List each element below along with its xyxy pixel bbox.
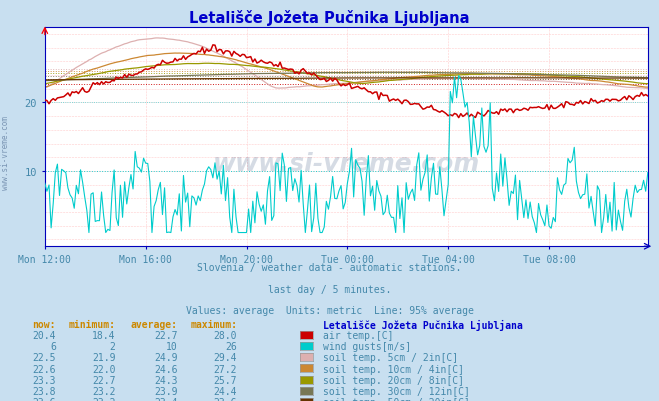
Text: soil temp. 5cm / 2in[C]: soil temp. 5cm / 2in[C] [323, 352, 458, 363]
Text: 23.3: 23.3 [32, 375, 56, 385]
Text: average:: average: [131, 319, 178, 329]
Text: Slovenia / weather data - automatic stations.: Slovenia / weather data - automatic stat… [197, 263, 462, 273]
Text: 24.9: 24.9 [154, 352, 178, 363]
Text: soil temp. 30cm / 12in[C]: soil temp. 30cm / 12in[C] [323, 386, 470, 396]
Text: 24.6: 24.6 [154, 364, 178, 374]
Text: Values: average  Units: metric  Line: 95% average: Values: average Units: metric Line: 95% … [186, 305, 473, 315]
Text: 24.4: 24.4 [214, 386, 237, 396]
Text: now:: now: [32, 319, 56, 329]
Text: 23.9: 23.9 [154, 386, 178, 396]
Text: 22.0: 22.0 [92, 364, 115, 374]
Text: 28.0: 28.0 [214, 330, 237, 340]
Text: soil temp. 20cm / 8in[C]: soil temp. 20cm / 8in[C] [323, 375, 464, 385]
Text: 23.2: 23.2 [92, 386, 115, 396]
Text: maximum:: maximum: [190, 319, 237, 329]
Text: Letališče Jožeta Pučnika Ljubljana: Letališče Jožeta Pučnika Ljubljana [189, 10, 470, 26]
Text: last day / 5 minutes.: last day / 5 minutes. [268, 285, 391, 295]
Text: www.si-vreme.com: www.si-vreme.com [213, 152, 480, 176]
Text: 23.6: 23.6 [32, 397, 56, 401]
Text: 26: 26 [225, 341, 237, 351]
Text: soil temp. 10cm / 4in[C]: soil temp. 10cm / 4in[C] [323, 364, 464, 374]
Text: Letališče Jožeta Pučnika Ljubljana: Letališče Jožeta Pučnika Ljubljana [323, 319, 523, 330]
Text: 22.6: 22.6 [32, 364, 56, 374]
Text: 10: 10 [166, 341, 178, 351]
Text: 23.8: 23.8 [32, 386, 56, 396]
Text: 23.6: 23.6 [214, 397, 237, 401]
Text: air temp.[C]: air temp.[C] [323, 330, 393, 340]
Text: 20.4: 20.4 [32, 330, 56, 340]
Text: 18.4: 18.4 [92, 330, 115, 340]
Text: 23.2: 23.2 [92, 397, 115, 401]
Text: www.si-vreme.com: www.si-vreme.com [1, 115, 10, 189]
Text: wind gusts[m/s]: wind gusts[m/s] [323, 341, 411, 351]
Text: 23.4: 23.4 [154, 397, 178, 401]
Text: 21.9: 21.9 [92, 352, 115, 363]
Text: 22.7: 22.7 [92, 375, 115, 385]
Text: 24.3: 24.3 [154, 375, 178, 385]
Text: minimum:: minimum: [69, 319, 115, 329]
Text: soil temp. 50cm / 20in[C]: soil temp. 50cm / 20in[C] [323, 397, 470, 401]
Text: 2: 2 [109, 341, 115, 351]
Text: 25.7: 25.7 [214, 375, 237, 385]
Text: 27.2: 27.2 [214, 364, 237, 374]
Text: 6: 6 [50, 341, 56, 351]
Text: 29.4: 29.4 [214, 352, 237, 363]
Text: 22.7: 22.7 [154, 330, 178, 340]
Text: 22.5: 22.5 [32, 352, 56, 363]
